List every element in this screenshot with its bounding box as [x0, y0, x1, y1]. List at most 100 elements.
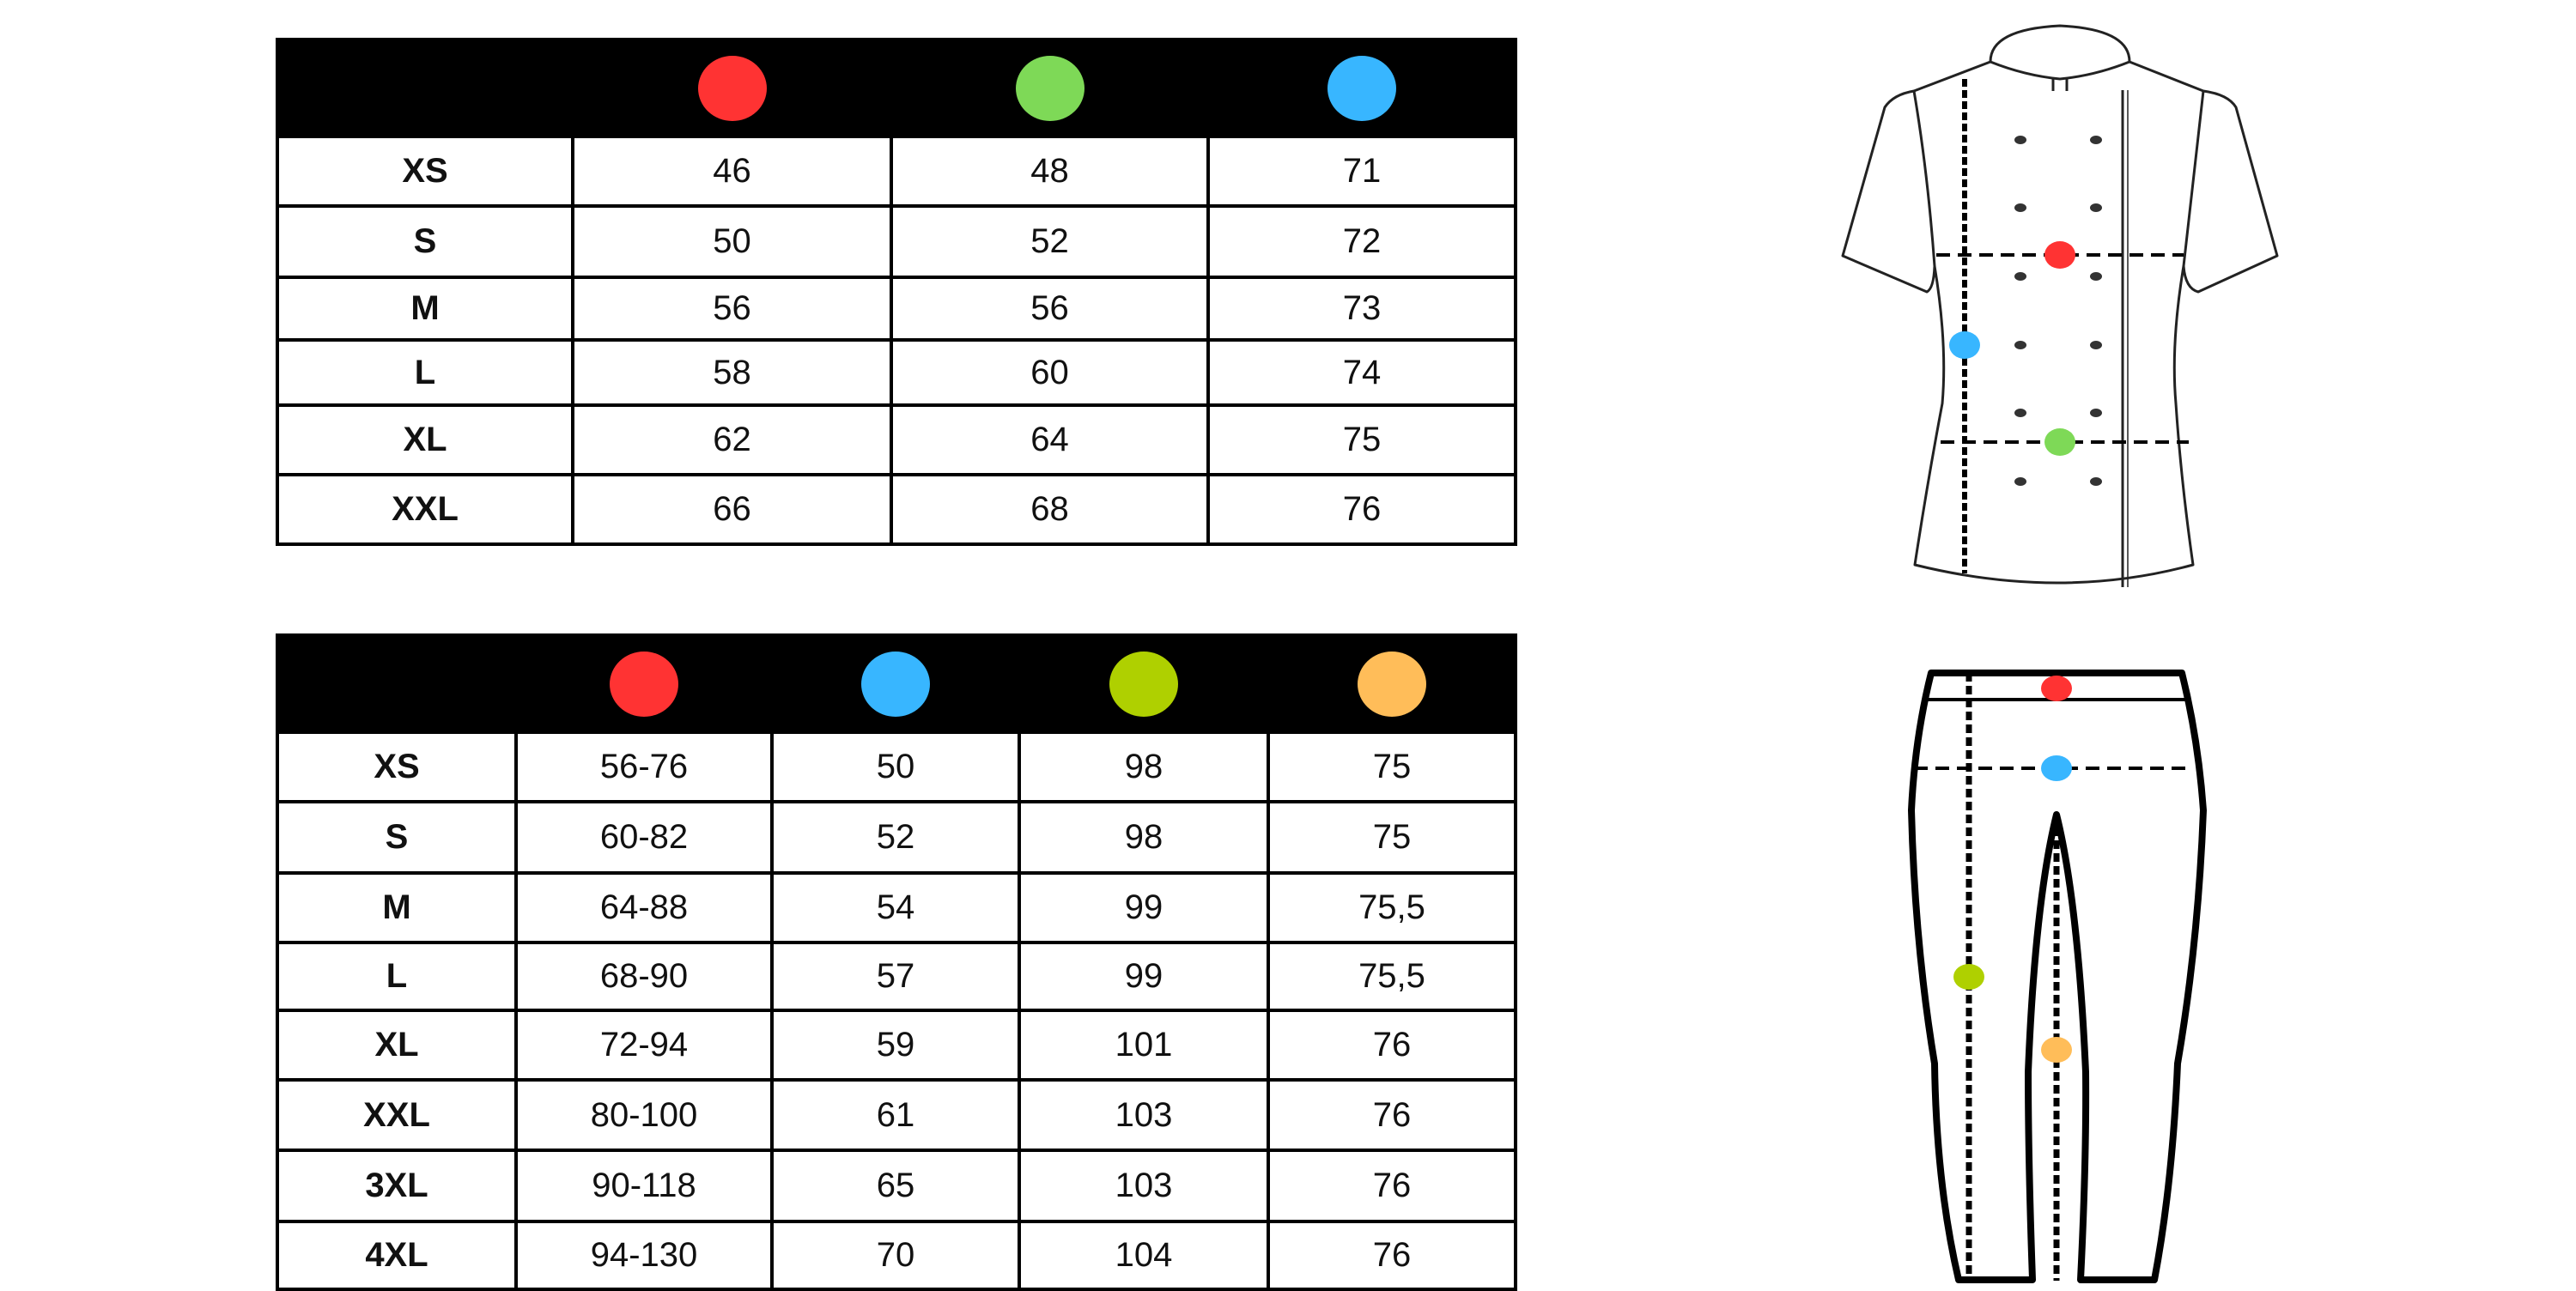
- header-blue-measure: [1206, 38, 1517, 138]
- pants-size-table: XS 56-76 50 98 75 S 60-82 52 98 75 M 64-88 54 99 75,5 L…: [276, 633, 1517, 1291]
- blue-dot-icon: [1327, 55, 1396, 121]
- table-row: M 64-88 54 99 75,5: [276, 871, 1517, 944]
- measurement-cell: 72-94: [514, 1009, 774, 1082]
- measurement-cell: 50: [571, 204, 893, 279]
- measurement-cell: 52: [770, 800, 1021, 875]
- measurement-cell: 103: [1018, 1078, 1270, 1152]
- size-label: XL: [276, 1009, 518, 1082]
- measurement-cell: 48: [890, 135, 1210, 208]
- table-row: 3XL 90-118 65 103 76: [276, 1149, 1517, 1223]
- blue-dot-icon: [861, 651, 930, 717]
- jacket-length-marker: [1949, 331, 1980, 359]
- size-label: XL: [276, 403, 574, 476]
- measurement-cell: 62: [571, 403, 893, 476]
- measurement-cell: 65: [770, 1149, 1021, 1223]
- measurement-cell: 103: [1018, 1149, 1270, 1223]
- table-row: XL 62 64 75: [276, 403, 1517, 476]
- measurement-cell: 71: [1206, 135, 1517, 208]
- pants-hip-marker: [2041, 755, 2072, 781]
- size-label: XS: [276, 135, 574, 208]
- measurement-cell: 60: [890, 338, 1210, 407]
- size-label: L: [276, 941, 518, 1012]
- measurement-cell: 75,5: [1267, 871, 1517, 944]
- measurement-cell: 68-90: [514, 941, 774, 1012]
- size-label: XS: [276, 730, 518, 803]
- header-corner: [276, 633, 518, 734]
- table-row: XXL 80-100 61 103 76: [276, 1078, 1517, 1152]
- header-lime-measure: [1018, 633, 1270, 734]
- measurement-cell: 56: [571, 276, 893, 342]
- table-row: L 58 60 74: [276, 338, 1517, 407]
- header-blue-measure: [770, 633, 1021, 734]
- measurement-cell: 101: [1018, 1009, 1270, 1082]
- measurement-cell: 64-88: [514, 871, 774, 944]
- measurement-cell: 70: [770, 1220, 1021, 1291]
- measurement-cell: 61: [770, 1078, 1021, 1152]
- header-corner: [276, 38, 574, 138]
- measurement-cell: 57: [770, 941, 1021, 1012]
- size-label: 3XL: [276, 1149, 518, 1223]
- jacket-measure-lines: [1936, 79, 2189, 573]
- table-row: L 68-90 57 99 75,5: [276, 941, 1517, 1012]
- header-red-measure: [571, 38, 893, 138]
- chef-jacket-diagram: [1841, 24, 2279, 587]
- header-row: [276, 633, 1517, 734]
- table-row: 4XL 94-130 70 104 76: [276, 1220, 1517, 1291]
- measurement-cell: 75: [1267, 730, 1517, 803]
- jacket-chest-marker: [2044, 241, 2075, 269]
- measurement-cell: 52: [890, 204, 1210, 279]
- pants-inseam-marker: [2041, 1037, 2072, 1063]
- jacket-outline: [1841, 60, 2279, 585]
- red-dot-icon: [697, 55, 767, 121]
- measurement-cell: 99: [1018, 941, 1270, 1012]
- measurement-cell: 75: [1267, 800, 1517, 875]
- measurement-cell: 59: [770, 1009, 1021, 1082]
- measurement-cell: 76: [1206, 473, 1517, 546]
- jacket-buttons: [2014, 136, 2102, 486]
- measurement-cell: 75,5: [1267, 941, 1517, 1012]
- measurement-cell: 76: [1267, 1220, 1517, 1291]
- red-dot-icon: [610, 651, 678, 717]
- table-row: XXL 66 68 76: [276, 473, 1517, 546]
- measurement-cell: 50: [770, 730, 1021, 803]
- size-label: S: [276, 800, 518, 875]
- table-row: XL 72-94 59 101 76: [276, 1009, 1517, 1082]
- measurement-cell: 98: [1018, 800, 1270, 875]
- jacket-waist-marker: [2044, 428, 2075, 456]
- measurement-cell: 74: [1206, 338, 1517, 407]
- measurement-cell: 76: [1267, 1078, 1517, 1152]
- measurement-cell: 98: [1018, 730, 1270, 803]
- measurement-cell: 76: [1267, 1149, 1517, 1223]
- measurement-cell: 46: [571, 135, 893, 208]
- size-label: M: [276, 871, 518, 944]
- measurement-cell: 72: [1206, 204, 1517, 279]
- header-orange-measure: [1267, 633, 1517, 734]
- measurement-cell: 73: [1206, 276, 1517, 342]
- measurement-cell: 76: [1267, 1009, 1517, 1082]
- measurement-cell: 58: [571, 338, 893, 407]
- jacket-collar: [1989, 24, 2131, 81]
- pants-length-marker: [1953, 964, 1984, 990]
- size-label: XXL: [276, 473, 574, 546]
- table-row: M 56 56 73: [276, 276, 1517, 342]
- measurement-cell: 66: [571, 473, 893, 546]
- measurement-cell: 94-130: [514, 1220, 774, 1291]
- measurement-cell: 56: [890, 276, 1210, 342]
- header-green-measure: [890, 38, 1210, 138]
- measurement-cell: 99: [1018, 871, 1270, 944]
- green-dot-icon: [1015, 55, 1084, 121]
- size-label: S: [276, 204, 574, 279]
- size-label: M: [276, 276, 574, 342]
- jacket-size-table: XS 46 48 71 S 50 52 72 M 56 56 73 L 58 60 74 XL 62 64 75 XXL…: [276, 38, 1517, 546]
- pants-waist-marker: [2041, 676, 2072, 701]
- table-row: S 50 52 72: [276, 204, 1517, 279]
- size-label: L: [276, 338, 574, 407]
- measurement-cell: 90-118: [514, 1149, 774, 1223]
- measurement-cell: 68: [890, 473, 1210, 546]
- table-row: S 60-82 52 98 75: [276, 800, 1517, 875]
- orange-dot-icon: [1358, 651, 1426, 717]
- header-row: [276, 38, 1517, 138]
- measurement-cell: 64: [890, 403, 1210, 476]
- measurement-cell: 80-100: [514, 1078, 774, 1152]
